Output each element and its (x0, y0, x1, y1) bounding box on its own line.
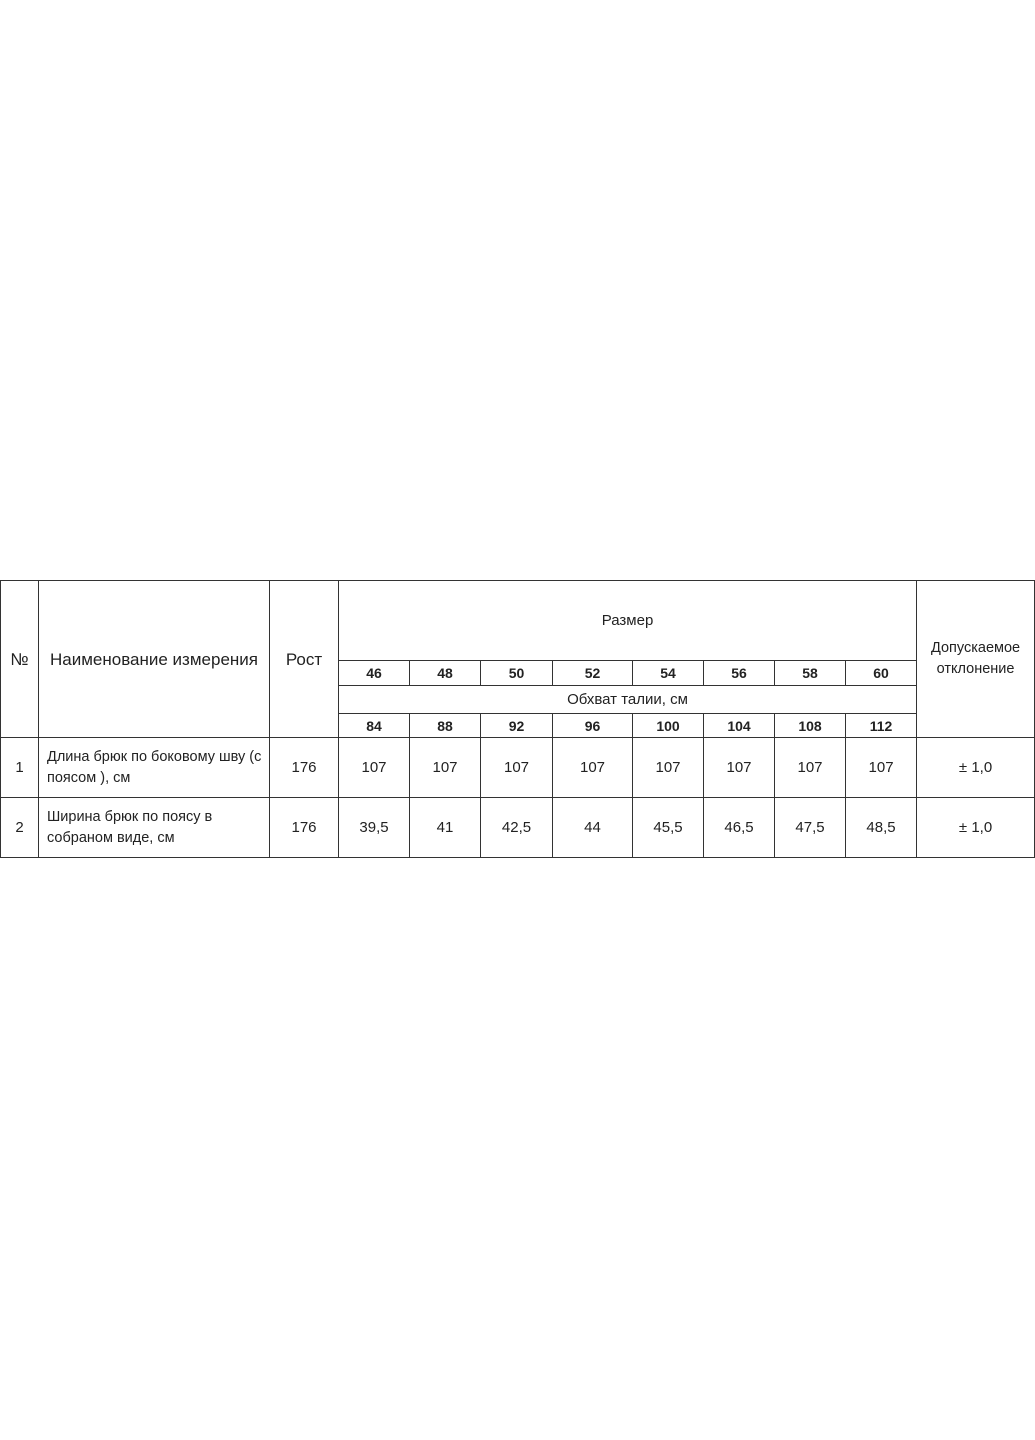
measurement-value: 107 (774, 737, 846, 798)
measurement-value: 39,5 (338, 797, 410, 858)
tolerance-value: ± 1,0 (916, 737, 1035, 798)
height-value: 176 (269, 797, 339, 858)
measurement-name: Длина брюк по боковому шву (с поясом ), … (38, 737, 270, 798)
waist-cell: 84 (338, 713, 410, 738)
measurement-value: 107 (338, 737, 410, 798)
measurement-name: Ширина брюк по поясу в собраном виде, см (38, 797, 270, 858)
measurement-value: 48,5 (844, 797, 918, 858)
header-waist: Обхват талии, см (337, 685, 918, 714)
size-cell: 50 (480, 660, 553, 686)
size-cell: 58 (774, 660, 846, 686)
size-cell: 46 (338, 660, 410, 686)
size-table: № Наименование измерения Рост Размер Доп… (0, 580, 1035, 858)
measurement-value: 107 (552, 737, 633, 798)
row-number: 2 (0, 797, 39, 858)
table-row: 1 Длина брюк по боковому шву (с поясом ),… (0, 737, 1035, 798)
measurement-value: 107 (703, 737, 775, 798)
measurement-value: 107 (632, 737, 704, 798)
waist-cell: 104 (703, 713, 775, 738)
size-cell: 48 (409, 660, 481, 686)
waist-cell: 100 (632, 713, 704, 738)
header-name: Наименование измерения (38, 580, 270, 738)
measurement-value: 107 (480, 737, 553, 798)
measurement-value: 46,5 (703, 797, 775, 858)
size-cell: 60 (844, 660, 918, 686)
measurement-value: 41 (409, 797, 481, 858)
measurement-value: 47,5 (774, 797, 846, 858)
waist-cell: 96 (552, 713, 633, 738)
tolerance-value: ± 1,0 (916, 797, 1035, 858)
header-tolerance: Допускаемое отклонение (916, 580, 1035, 738)
table-row: 2 Ширина брюк по поясу в собраном виде, с… (0, 797, 1035, 858)
waist-cell: 108 (774, 713, 846, 738)
waist-cell: 88 (409, 713, 481, 738)
waist-cell: 112 (844, 713, 918, 738)
measurement-value: 107 (844, 737, 918, 798)
header-height: Рост (269, 580, 339, 738)
height-value: 176 (269, 737, 339, 798)
measurement-value: 45,5 (632, 797, 704, 858)
size-cell: 56 (703, 660, 775, 686)
row-number: 1 (0, 737, 39, 798)
measurement-value: 107 (409, 737, 481, 798)
size-cell: 52 (552, 660, 633, 686)
header-size: Размер (337, 580, 918, 661)
waist-cell: 92 (480, 713, 553, 738)
measurement-value: 42,5 (480, 797, 553, 858)
size-cell: 54 (632, 660, 704, 686)
measurement-value: 44 (552, 797, 633, 858)
header-no: № (0, 580, 39, 738)
